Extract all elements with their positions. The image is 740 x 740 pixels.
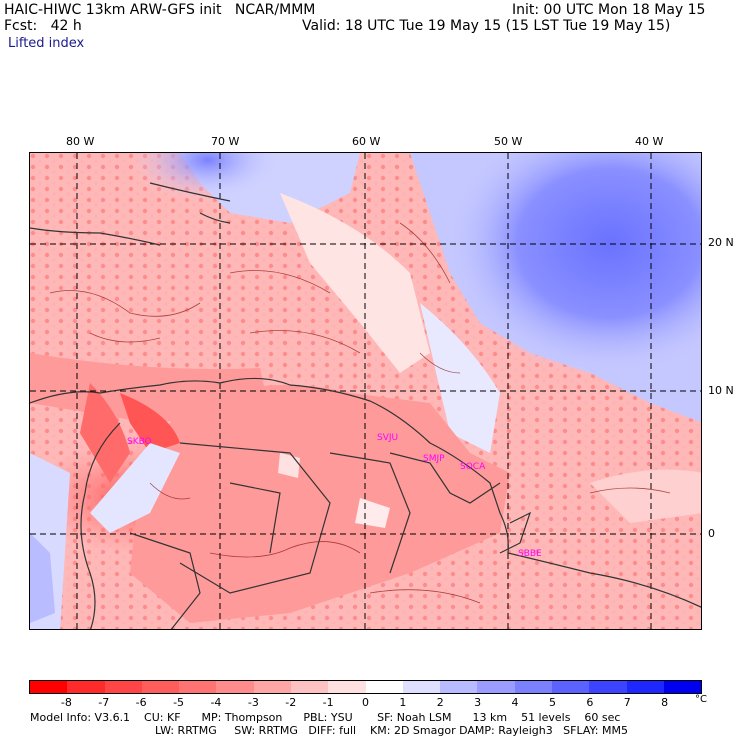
lon-label-50w: 50 W xyxy=(494,135,523,148)
lat-label-20n: 20 N xyxy=(708,236,734,249)
init-time: Init: 00 UTC Mon 18 May 15 xyxy=(512,2,706,18)
lon-label-80w: 80 W xyxy=(66,135,95,148)
colorbar-tick-label: 0 xyxy=(362,696,369,709)
colorbar-swatch xyxy=(365,681,403,693)
colorbar-tick-label: -5 xyxy=(173,696,185,709)
colorbar-swatch xyxy=(551,681,590,693)
lat-label-10n: 10 N xyxy=(708,384,734,397)
model-title: HAIC-HIWC 13km ARW-GFS init NCAR/MMM xyxy=(4,2,316,18)
colorbar-swatch xyxy=(663,681,702,693)
colorbar-tick-label: 2 xyxy=(436,696,444,709)
colorbar-tick-label: -1 xyxy=(322,696,334,709)
station-label-smjp: SMJP xyxy=(423,454,445,464)
lon-label-40w: 40 W xyxy=(635,135,664,148)
colorbar-tick-label: 4 xyxy=(511,696,519,709)
model-info-line1: Model Info: V3.6.1 CU: KF MP: Thompson P… xyxy=(30,711,621,724)
lifted-index-map: SKBO SVJU SMJP SOCA SBBE xyxy=(29,152,702,630)
station-label-skbo: SKBO xyxy=(127,437,152,447)
colorbar-tick-label: -6 xyxy=(135,696,147,709)
colorbar-tick-label: -2 xyxy=(285,696,297,709)
colorbar-tick-label: 6 xyxy=(586,696,594,709)
colorbar-swatch xyxy=(290,681,329,693)
station-label-soca: SOCA xyxy=(460,462,486,472)
colorbar-swatch xyxy=(328,681,366,693)
colorbar xyxy=(29,680,702,694)
colorbar-swatch xyxy=(30,681,68,693)
forecast-hour: Fcst: 42 h xyxy=(4,18,82,34)
colorbar-tick-label: 3 xyxy=(474,696,482,709)
colorbar-tick-label: -3 xyxy=(247,696,259,709)
variable-name: Lifted index xyxy=(8,36,85,51)
colorbar-swatch xyxy=(589,681,627,693)
model-info-line2: LW: RRTMG SW: RRTMG DIFF: full KM: 2D Sm… xyxy=(155,724,628,737)
colorbar-swatch xyxy=(626,681,664,693)
colorbar-swatch xyxy=(104,681,142,693)
station-label-sbbe: SBBE xyxy=(518,549,542,559)
colorbar-swatch xyxy=(253,681,291,693)
valid-time: Valid: 18 UTC Tue 19 May 15 (15 LST Tue … xyxy=(302,18,671,34)
colorbar-tick-label: -8 xyxy=(60,696,72,709)
colorbar-tick-label: 1 xyxy=(399,696,407,709)
lon-label-70w: 70 W xyxy=(211,135,240,148)
colorbar-swatch xyxy=(216,681,254,693)
colorbar-swatch xyxy=(179,681,217,693)
colorbar-swatch xyxy=(402,681,441,693)
colorbar-swatch xyxy=(514,681,552,693)
station-label-svju: SVJU xyxy=(377,433,398,443)
map-canvas: SKBO SVJU SMJP SOCA SBBE xyxy=(30,153,701,629)
colorbar-tick-label: 7 xyxy=(623,696,631,709)
colorbar-swatch xyxy=(440,681,478,693)
lat-label-eq: 0 xyxy=(708,527,715,540)
colorbar-tick-label: -4 xyxy=(210,696,222,709)
lon-label-60w: 60 W xyxy=(352,135,381,148)
colorbar-swatch xyxy=(141,681,180,693)
colorbar-unit: °C xyxy=(695,694,707,705)
colorbar-tick-label: -7 xyxy=(98,696,110,709)
colorbar-tick-label: 5 xyxy=(548,696,556,709)
colorbar-swatch xyxy=(67,681,105,693)
colorbar-swatch xyxy=(477,681,515,693)
colorbar-tick-label: 8 xyxy=(661,696,669,709)
